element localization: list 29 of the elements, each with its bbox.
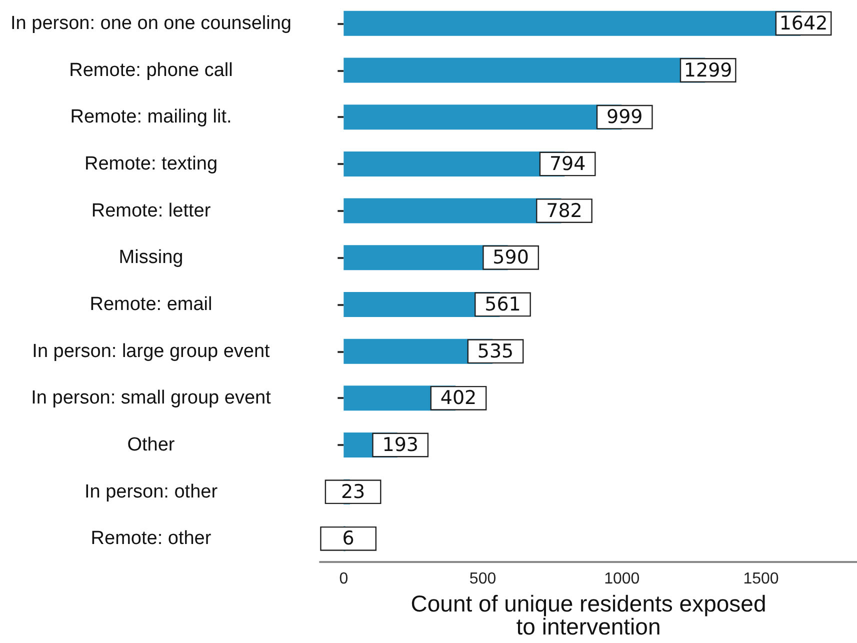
y-tick-label: Remote: email <box>90 294 212 315</box>
x-tick-label: 1000 <box>604 570 640 588</box>
x-tick-label: 0 <box>339 570 348 588</box>
x-tick-label: 1500 <box>743 570 779 588</box>
data-label: 23 <box>340 480 366 503</box>
x-axis-title: Count of unique residents exposed to intervention <box>410 590 766 640</box>
y-tick-label: Remote: other <box>90 528 212 550</box>
data-label: 1299 <box>684 59 732 82</box>
y-tick-label: In person: large group event <box>32 340 271 362</box>
data-label: 999 <box>606 106 643 128</box>
y-tick-label: Missing <box>118 247 184 268</box>
y-tick-label: Remote: texting <box>84 153 218 174</box>
data-label: 561 <box>484 293 521 316</box>
data-label: 782 <box>546 200 582 222</box>
data-label: 193 <box>382 434 418 456</box>
data-label: 590 <box>492 246 529 269</box>
data-label: 794 <box>549 152 586 175</box>
y-tick-label: Other <box>127 434 176 456</box>
y-tick-label: Remote: mailing lit. <box>70 106 232 128</box>
data-label: 1642 <box>779 12 828 34</box>
data-label: 6 <box>342 528 354 550</box>
data-label: 535 <box>477 340 514 362</box>
y-tick-label: In person: one on one counseling <box>10 12 292 34</box>
y-tick-label: In person: other <box>84 481 218 502</box>
data-label: 402 <box>440 387 477 410</box>
y-tick-label: Remote: phone call <box>69 60 233 81</box>
y-tick-label: Remote: letter <box>91 200 212 222</box>
x-tick-label: 500 <box>469 570 496 588</box>
y-tick-label: In person: small group event <box>31 388 272 409</box>
